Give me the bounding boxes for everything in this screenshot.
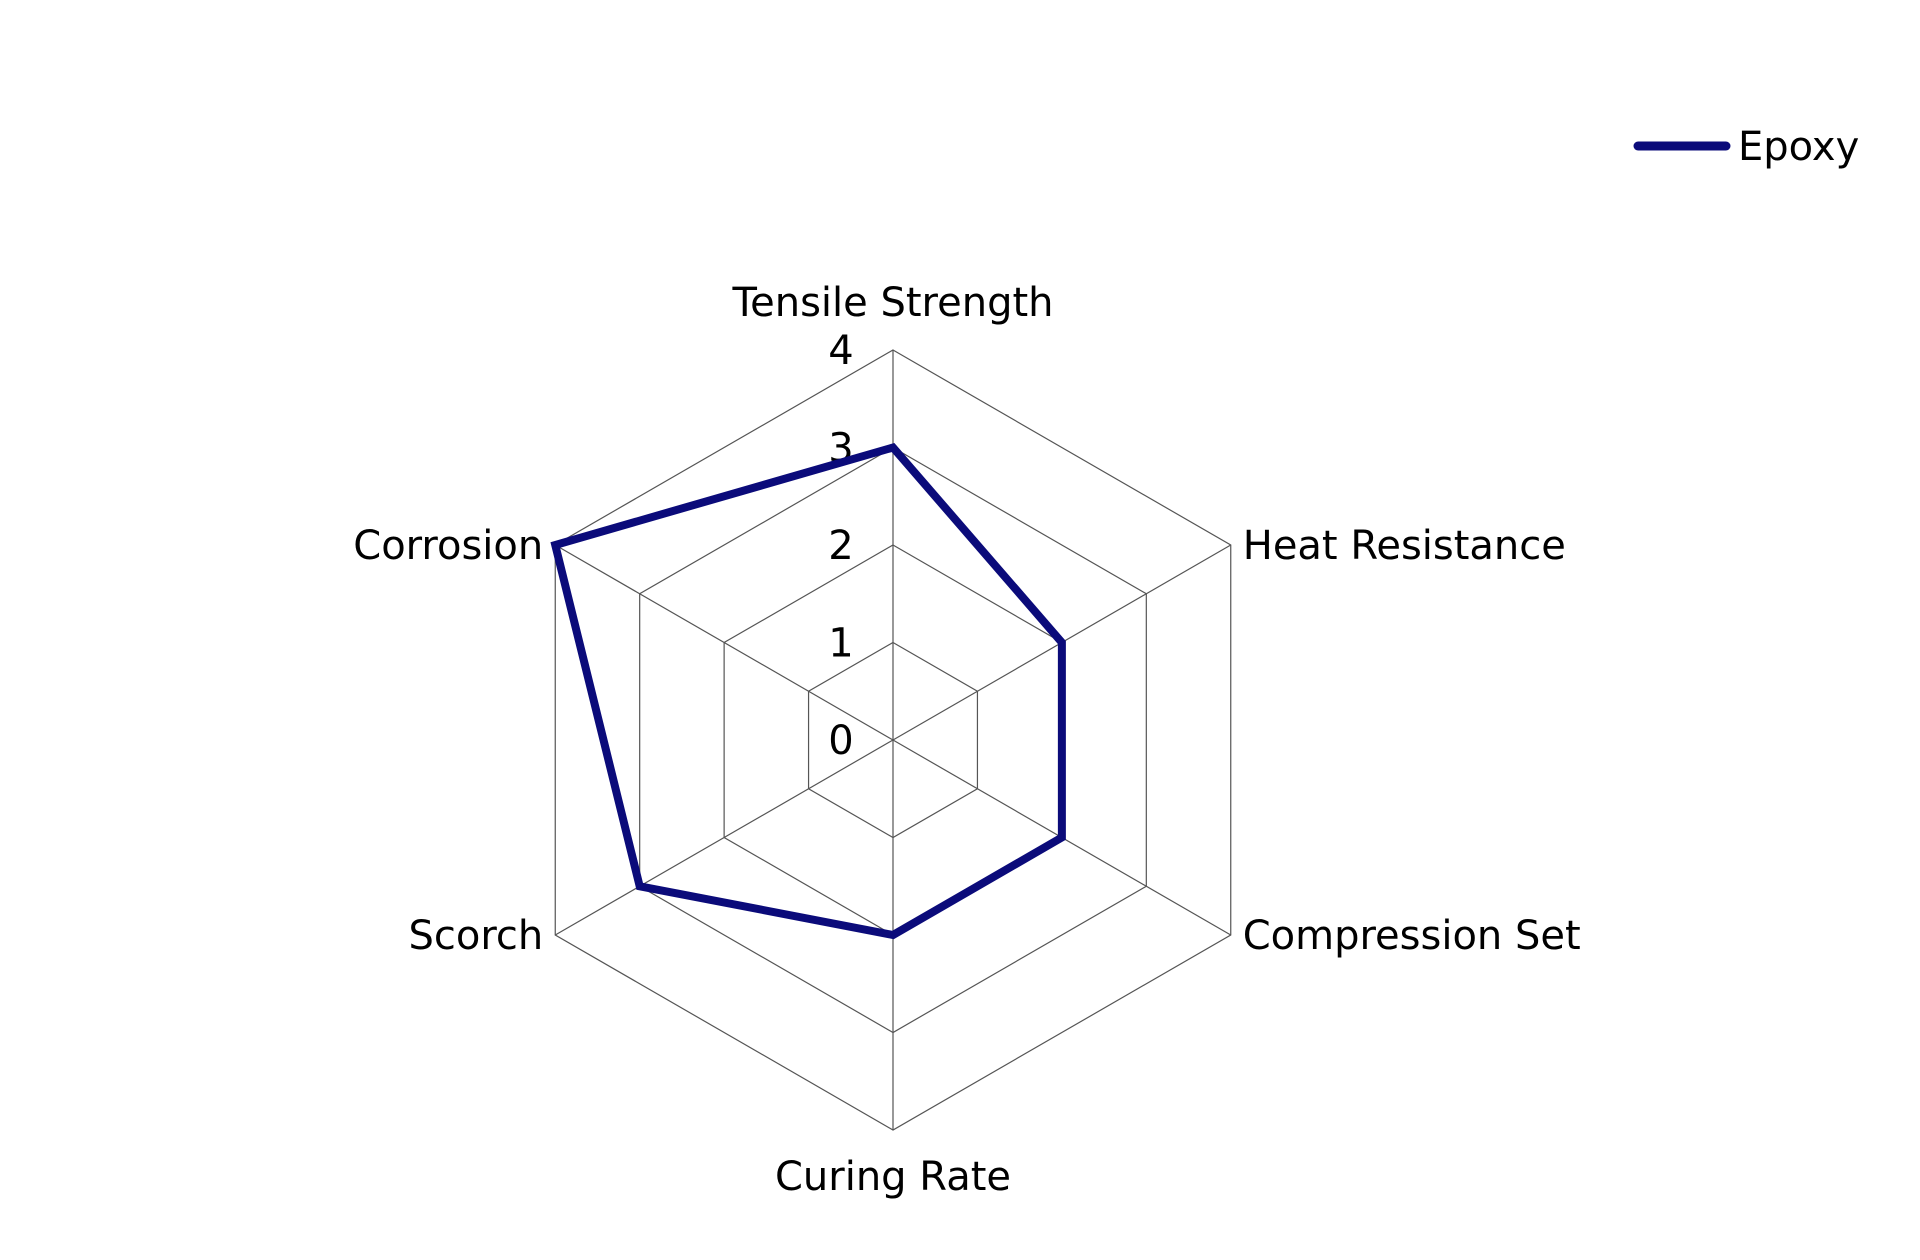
legend: Epoxy — [1633, 124, 1859, 170]
radial-tick-label: 4 — [828, 328, 853, 374]
axis-label-2: Compression Set — [1243, 913, 1581, 959]
spoke-4 — [554, 739, 894, 936]
series-line-0 — [550, 442, 1066, 940]
axis-label-5: Corrosion — [353, 523, 543, 569]
legend-label-0: Epoxy — [1738, 124, 1859, 170]
radial-tick-label: 0 — [828, 718, 853, 764]
radial-tick-label: 2 — [828, 523, 853, 569]
axis-label-4: Scorch — [408, 913, 543, 959]
axis-label-0: Tensile Strength — [731, 280, 1053, 326]
axis-label-3: Curing Rate — [775, 1154, 1011, 1200]
grid-layer — [554, 349, 1232, 1131]
radial-tick-label: 1 — [828, 621, 853, 667]
spoke-5 — [554, 544, 894, 741]
axis-label-1: Heat Resistance — [1243, 523, 1566, 569]
axis-labels: Tensile Strength Heat Resistance Compressi… — [353, 280, 1580, 1200]
series-layer — [550, 442, 1066, 940]
